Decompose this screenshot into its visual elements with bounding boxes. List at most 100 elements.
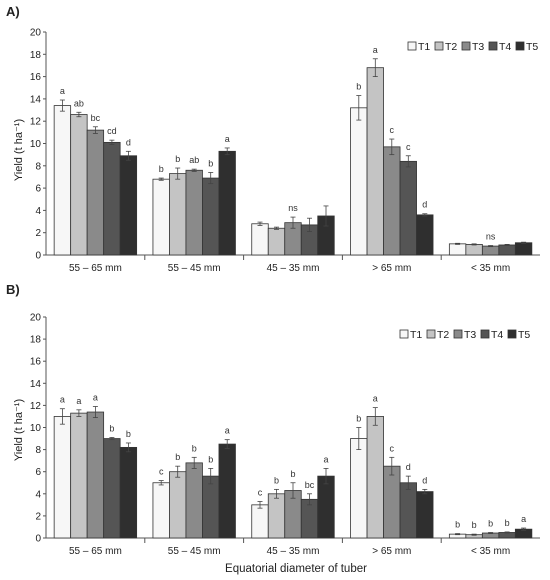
legend-label-t5: T5 [518, 329, 530, 341]
y-tick-label: 6 [35, 467, 41, 478]
x-tick-label: 55 – 65 mm [69, 546, 122, 557]
significance-letter: a [521, 514, 526, 524]
y-tick-label: 10 [30, 423, 42, 434]
significance-letter: a [60, 86, 65, 96]
significance-letter: b [488, 518, 493, 528]
significance-letter: ab [189, 155, 199, 165]
significance-letter: b [126, 429, 131, 439]
y-tick-label: 18 [30, 50, 42, 61]
y-tick-label: 0 [35, 534, 41, 545]
x-tick-label: 45 – 35 mm [267, 263, 320, 274]
significance-letter: b [208, 454, 213, 464]
y-tick-label: 14 [30, 94, 42, 105]
bar-t2 [366, 416, 384, 539]
y-tick-label: 8 [35, 161, 41, 172]
significance-letter: c [390, 125, 395, 135]
bar-t1 [448, 243, 467, 256]
bar-t5 [119, 155, 138, 256]
significance-letter: a [323, 454, 328, 464]
y-tick-label: 8 [35, 445, 41, 456]
significance-letter: a [60, 395, 65, 405]
bar-t5 [416, 214, 434, 256]
x-tick-label: > 65 mm [372, 263, 411, 274]
axes-b: 0 2 4 6 8 10 12 14 16 18 20 55 – 65 mm 55 – 45 mm 45 … [30, 313, 540, 557]
y-tick-label: 12 [30, 401, 42, 412]
significance-letter: c [406, 142, 411, 152]
significance-letter: a [225, 426, 230, 436]
significance-letter: a [93, 393, 98, 403]
bar-t4 [103, 141, 121, 256]
bar-t1 [53, 416, 72, 539]
y-tick-label: 16 [30, 72, 42, 83]
legend-swatch-t2 [434, 41, 444, 51]
y-tick-label: 2 [35, 511, 41, 522]
significance-letter: d [422, 475, 427, 485]
bar-t2 [70, 114, 88, 256]
significance-letter: d [126, 137, 131, 147]
legend-label-t3: T3 [464, 329, 476, 341]
bar-t1 [251, 504, 269, 539]
significance-letter: b [356, 82, 361, 92]
significance-letter: c [258, 488, 263, 498]
panel-a: A) Yield (t ha⁻¹) 0 2 4 6 8 10 12 14 16 18 20 55 – … [6, 4, 540, 274]
significance-letter: bc [91, 113, 101, 123]
legend-b: T1 T2 T3 T4 T5 [399, 329, 530, 341]
significance-letter: b [208, 158, 213, 168]
legend-label-t1: T1 [410, 329, 422, 341]
significance-letter: d [422, 200, 427, 210]
significance-letter: d [406, 462, 411, 472]
y-tick-label: 12 [30, 117, 42, 128]
significance-letter: b [505, 518, 510, 528]
significance-letter: b [175, 452, 180, 462]
bar-t2 [169, 471, 187, 539]
y-tick-label: 2 [35, 228, 41, 239]
bar-t3 [86, 411, 105, 539]
significance-letter: ab [74, 98, 84, 108]
y-tick-label: 18 [30, 335, 42, 346]
y-axis-label-b: Yield (t ha⁻¹) [13, 399, 25, 461]
legend-swatch-t5 [515, 41, 525, 51]
bar-t5 [416, 491, 434, 539]
bar-t2 [70, 412, 88, 539]
bar-t3 [185, 462, 203, 539]
y-tick-label: 20 [30, 313, 42, 324]
legend-swatch-t4 [488, 41, 498, 51]
bar-t1 [152, 482, 170, 539]
bar-t5 [218, 150, 236, 256]
significance-letter: c [159, 467, 164, 477]
bar-t3 [383, 465, 401, 539]
bar-t5 [119, 446, 138, 539]
axes-a: 0 2 4 6 8 10 12 14 16 18 20 55 – 65 mm 55 – 45 mm 45 … [30, 28, 540, 274]
significance-letter: b [159, 164, 164, 174]
significance-letter: b [192, 443, 197, 453]
x-tick-label: 55 – 65 mm [69, 263, 122, 274]
significance-letter: cd [107, 126, 117, 136]
bar-t2 [465, 244, 483, 256]
legend-swatch-t1 [399, 329, 409, 339]
bar-t4 [202, 177, 220, 256]
significance-letter: c [390, 443, 395, 453]
bar-t3 [481, 245, 500, 256]
bar-t5 [514, 242, 533, 256]
significance-letter: b [455, 520, 460, 530]
legend-label-t1: T1 [418, 41, 430, 53]
legend-swatch-t3 [453, 329, 463, 339]
significance-letter: b [472, 520, 477, 530]
significance-letter: bc [305, 480, 315, 490]
bar-t1 [350, 438, 368, 539]
panel-label-a: A) [6, 4, 20, 19]
x-tick-label: < 35 mm [471, 263, 510, 274]
panel-label-b: B) [6, 282, 20, 297]
legend-swatch-t5 [507, 329, 517, 339]
bar-t2 [267, 493, 286, 539]
x-tick-label: 45 – 35 mm [267, 546, 320, 557]
bar-t4 [498, 244, 516, 256]
bar-t1 [350, 107, 368, 256]
bar-t3 [185, 169, 203, 256]
legend-swatch-t3 [461, 41, 471, 51]
significance-letter: b [290, 469, 295, 479]
significance-letter: b [356, 414, 361, 424]
bar-t2 [366, 67, 384, 256]
significance-letter: a [373, 45, 378, 55]
bar-t3 [86, 129, 105, 256]
